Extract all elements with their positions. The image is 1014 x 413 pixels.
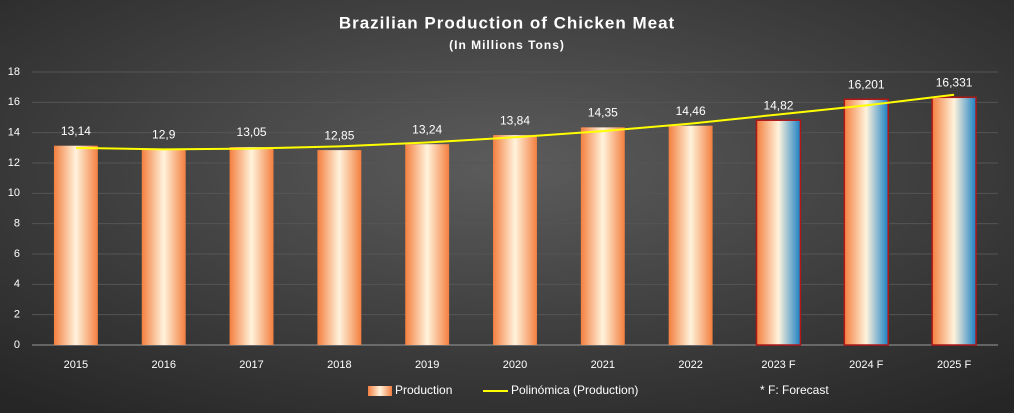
- trend-line: [75, 93, 955, 151]
- value-label: 13,05: [237, 125, 267, 139]
- x-tick-label: 2019: [415, 359, 439, 371]
- y-tick-label: 16: [8, 96, 20, 108]
- x-tick-label: 2023 F: [761, 359, 796, 371]
- x-tick-label: 2025 F: [937, 359, 972, 371]
- value-label: 12,9: [152, 128, 176, 142]
- annotation: * F: Forecast: [760, 383, 829, 397]
- legend-label: Polinómica (Production): [511, 383, 638, 397]
- bar: [580, 127, 625, 345]
- bar: [317, 150, 362, 345]
- value-label: 12,85: [324, 128, 354, 142]
- y-tick-label: 2: [14, 309, 20, 321]
- x-tick-label: 2022: [678, 359, 702, 371]
- value-label: 14,82: [763, 98, 793, 112]
- bar: [668, 125, 713, 345]
- y-tick-label: 4: [14, 278, 20, 290]
- bar: [755, 119, 802, 346]
- bar: [843, 98, 889, 346]
- value-label: 16,331: [936, 75, 973, 89]
- bar: [405, 144, 450, 345]
- value-label: 14,46: [676, 104, 706, 118]
- value-label: 13,24: [412, 122, 442, 136]
- chart-subtitle: (In Millions Tons): [449, 38, 565, 52]
- legend-label: Production: [395, 383, 452, 397]
- x-tick-label: 2018: [327, 359, 351, 371]
- x-tick-label: 2024 F: [849, 359, 884, 371]
- y-tick-label: 18: [8, 66, 20, 78]
- bar: [53, 145, 98, 345]
- y-tick-label: 8: [14, 218, 20, 230]
- legend-swatch: [368, 386, 392, 396]
- y-tick-label: 6: [14, 248, 20, 260]
- value-label: 13,84: [500, 113, 530, 127]
- value-label: 13,14: [61, 124, 91, 138]
- x-tick-label: 2021: [591, 359, 615, 371]
- bar: [931, 96, 977, 346]
- x-tick-label: 2017: [239, 359, 263, 371]
- chart-title: Brazilian Production of Chicken Meat: [339, 13, 675, 32]
- y-tick-label: 10: [8, 187, 20, 199]
- bar: [493, 135, 537, 345]
- x-tick-label: 2015: [64, 359, 88, 371]
- bar: [141, 149, 186, 345]
- x-tick-label: 2016: [151, 359, 175, 371]
- x-tick-label: 2020: [503, 359, 527, 371]
- value-label: 16,201: [848, 77, 885, 91]
- value-label: 14,35: [588, 106, 618, 120]
- bar: [229, 147, 274, 345]
- y-tick-label: 12: [8, 157, 20, 169]
- y-tick-label: 14: [8, 127, 20, 139]
- y-tick-label: 0: [14, 339, 20, 351]
